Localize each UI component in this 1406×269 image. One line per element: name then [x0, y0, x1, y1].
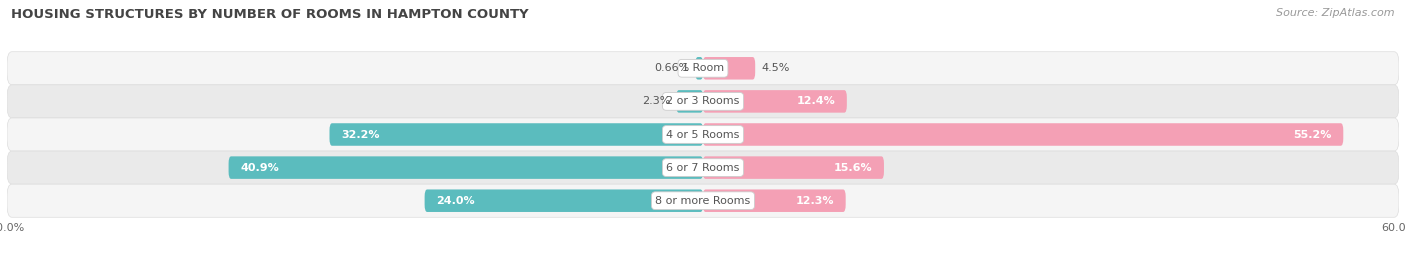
FancyBboxPatch shape — [7, 184, 1399, 217]
FancyBboxPatch shape — [703, 90, 846, 113]
Text: 15.6%: 15.6% — [834, 162, 872, 173]
Text: 40.9%: 40.9% — [240, 162, 278, 173]
FancyBboxPatch shape — [703, 57, 755, 80]
Text: Source: ZipAtlas.com: Source: ZipAtlas.com — [1277, 8, 1395, 18]
Text: 2.3%: 2.3% — [643, 96, 671, 107]
Text: 0.66%: 0.66% — [654, 63, 689, 73]
Text: 2 or 3 Rooms: 2 or 3 Rooms — [666, 96, 740, 107]
FancyBboxPatch shape — [229, 156, 703, 179]
FancyBboxPatch shape — [329, 123, 703, 146]
Text: 12.4%: 12.4% — [796, 96, 835, 107]
FancyBboxPatch shape — [425, 189, 703, 212]
Text: 32.2%: 32.2% — [342, 129, 380, 140]
FancyBboxPatch shape — [7, 151, 1399, 184]
Text: HOUSING STRUCTURES BY NUMBER OF ROOMS IN HAMPTON COUNTY: HOUSING STRUCTURES BY NUMBER OF ROOMS IN… — [11, 8, 529, 21]
FancyBboxPatch shape — [7, 52, 1399, 85]
FancyBboxPatch shape — [703, 123, 1343, 146]
FancyBboxPatch shape — [703, 156, 884, 179]
FancyBboxPatch shape — [7, 118, 1399, 151]
Text: 12.3%: 12.3% — [796, 196, 834, 206]
Text: 6 or 7 Rooms: 6 or 7 Rooms — [666, 162, 740, 173]
Text: 24.0%: 24.0% — [436, 196, 475, 206]
FancyBboxPatch shape — [676, 90, 703, 113]
FancyBboxPatch shape — [7, 85, 1399, 118]
FancyBboxPatch shape — [696, 57, 703, 80]
FancyBboxPatch shape — [703, 189, 845, 212]
Text: 4 or 5 Rooms: 4 or 5 Rooms — [666, 129, 740, 140]
Text: 1 Room: 1 Room — [682, 63, 724, 73]
Text: 4.5%: 4.5% — [761, 63, 789, 73]
Text: 55.2%: 55.2% — [1294, 129, 1331, 140]
Text: 8 or more Rooms: 8 or more Rooms — [655, 196, 751, 206]
